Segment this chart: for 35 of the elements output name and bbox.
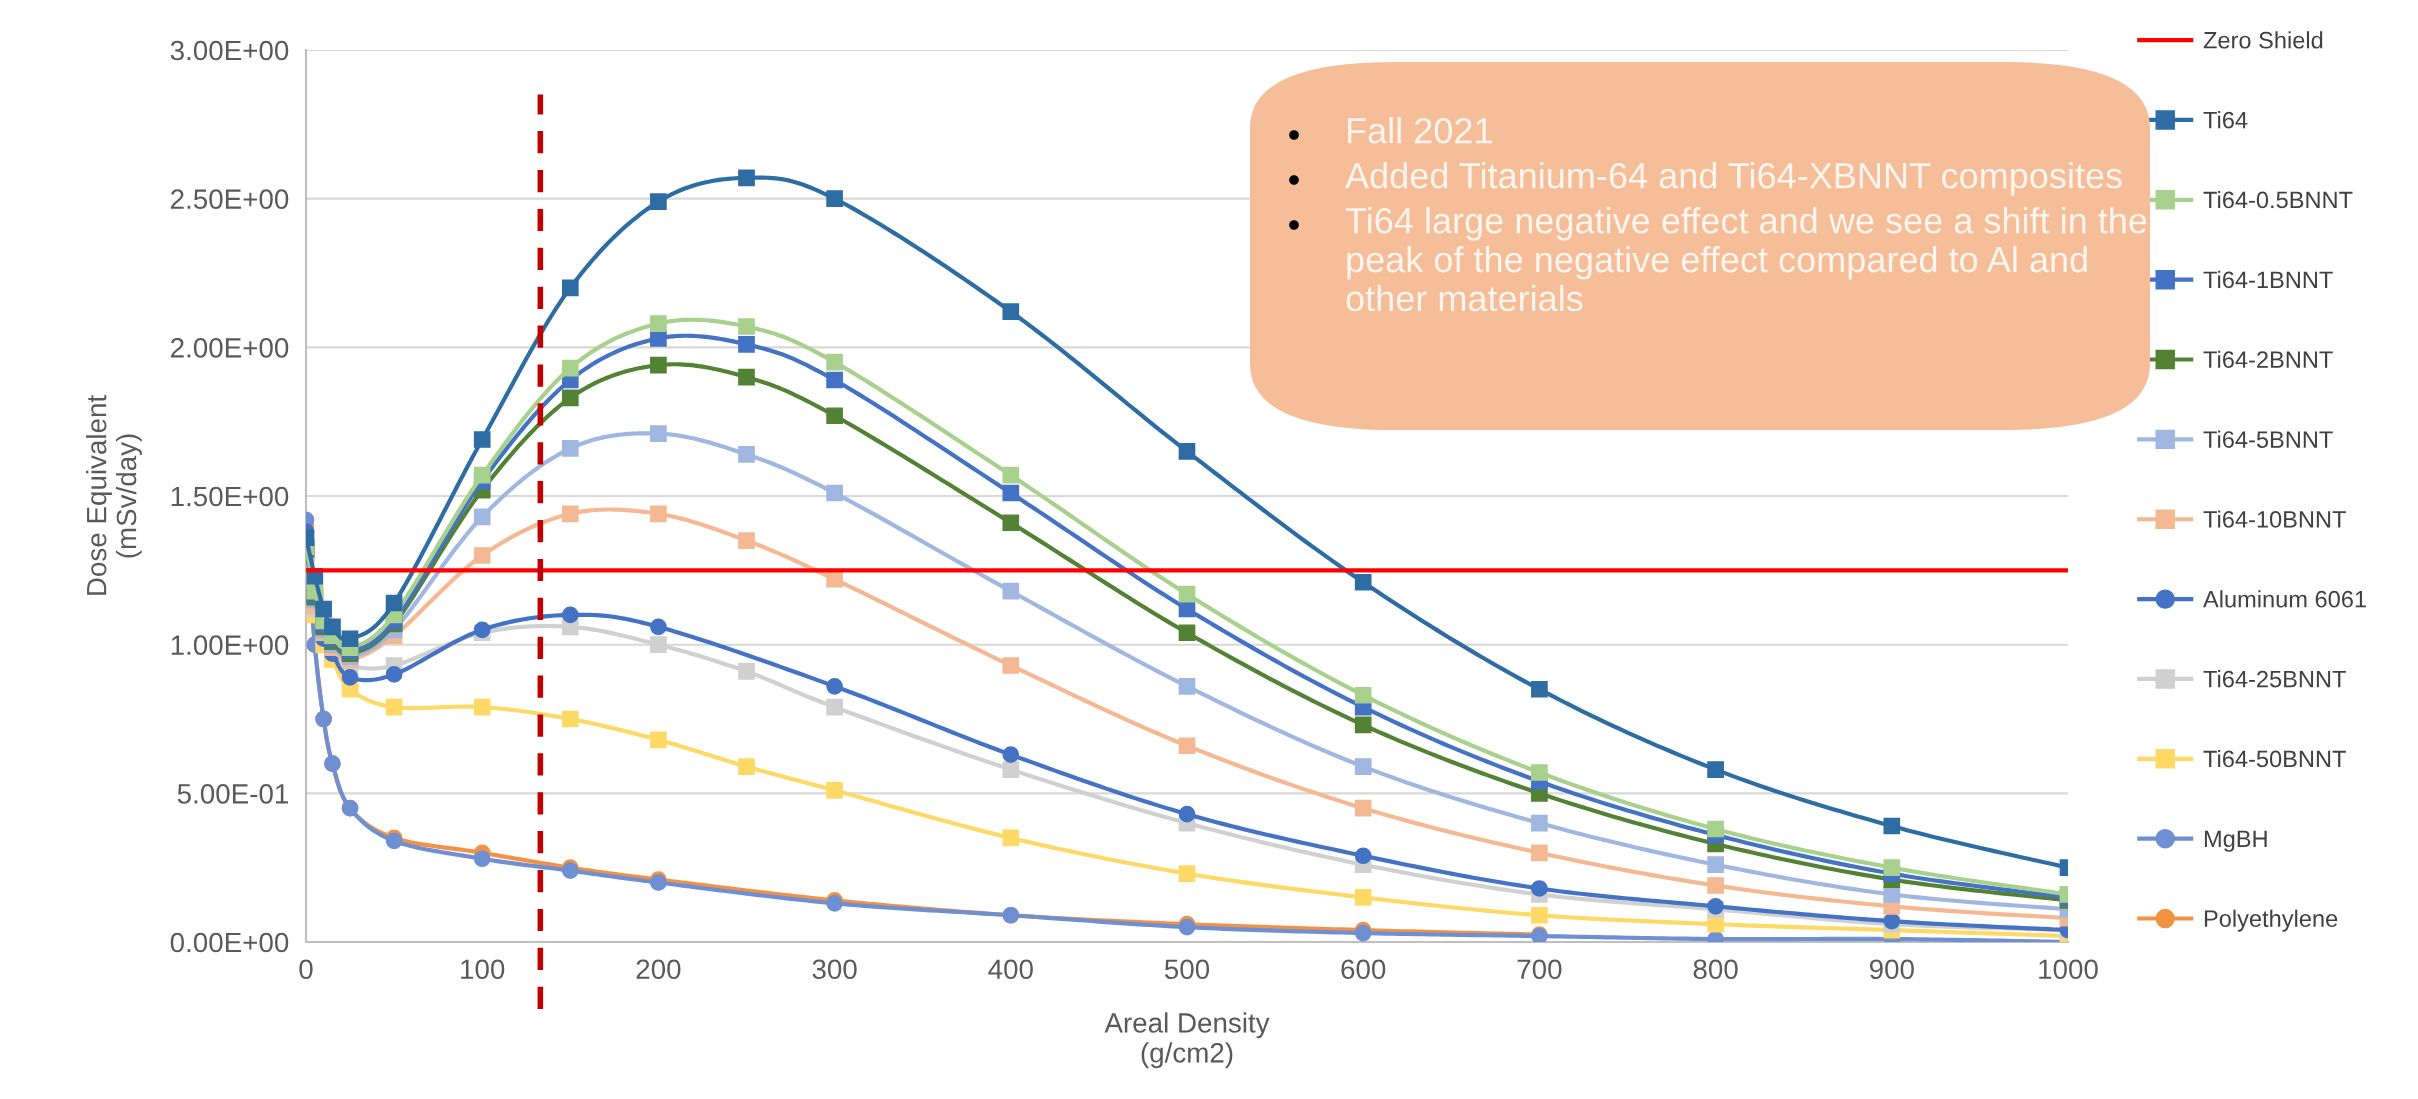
annotation: Added Titanium-64 and Ti64-XBNNT composites	[1345, 162, 2122, 196]
legend-label: Aluminum 6061	[2203, 590, 2366, 608]
y-axis-title: Dose Equivalent (mSv/day)	[86, 395, 142, 595]
annotation: Ti64 large negative effect and we see a shift in the peak of the negative effect compared to Al and other materials	[1345, 207, 2147, 312]
x-tick-label: 700	[1517, 959, 1562, 980]
legend-label: Polyethylene	[2204, 909, 2338, 932]
y-tick-label: 5.00E-01	[177, 784, 288, 804]
y-tick-label: 2.00E+00	[171, 338, 289, 358]
x-tick-label: 100	[461, 959, 505, 980]
legend-label: Ti64-50BNNT	[2203, 749, 2346, 768]
x-tick-label: 1000	[2039, 959, 2098, 980]
x-tick-label: 600	[1341, 959, 1386, 980]
x-tick-label: 200	[636, 959, 681, 980]
legend-label: Zero Shield	[2203, 31, 2323, 49]
annotation: Fall 2021	[1347, 117, 1492, 144]
x-tick-label: 0	[299, 959, 313, 980]
y-tick-label: 1.00E+00	[171, 635, 289, 656]
x-tick-label: 300	[812, 959, 857, 980]
x-axis-title: Areal Density (g/cm2)	[1104, 1012, 1270, 1069]
legend-label: Ti64-2BNNT	[2203, 350, 2333, 369]
y-tick-label: 2.50E+00	[171, 189, 289, 210]
legend-label: Ti64-0.5BNNT	[2203, 190, 2353, 209]
x-tick-label: 400	[988, 959, 1033, 980]
y-tick-label: 1.50E+00	[171, 486, 289, 507]
legend-label: Ti64-10BNNT	[2203, 510, 2346, 528]
legend-label: MgBH	[2204, 830, 2267, 852]
y-tick-label: 3.00E+00	[170, 40, 289, 61]
x-tick-label: 500	[1164, 959, 1210, 980]
legend-label: Ti64-1BNNT	[2203, 270, 2333, 289]
x-tick-label: 900	[1869, 959, 1914, 980]
y-tick-label: 0.00E+00	[170, 932, 289, 953]
legend-label: Ti64-25BNNT	[2203, 670, 2346, 688]
legend-label: Ti64	[2203, 111, 2248, 129]
x-tick-label: 800	[1693, 959, 1738, 980]
legend-label: Ti64-5BNNT	[2203, 430, 2333, 448]
